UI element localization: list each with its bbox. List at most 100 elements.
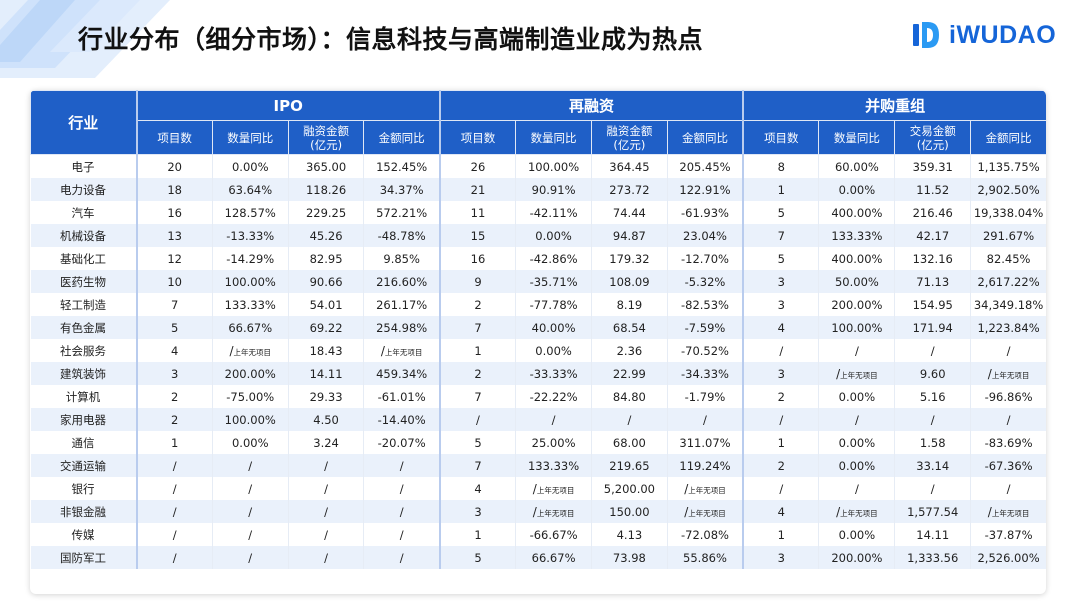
table-cell: 1 xyxy=(743,178,820,201)
table-cell: -72.08% xyxy=(667,523,745,546)
table-cell: 60.00% xyxy=(818,154,896,178)
table-cell: 205.45% xyxy=(667,154,745,178)
table-cell: 10 xyxy=(136,270,213,293)
table-cell: 219.65 xyxy=(591,454,668,477)
table-row: 有色金属 5 66.67% 69.22 254.98% 7 40.00% 68.54 -7.59… xyxy=(30,316,1046,339)
table-row: 交通运输 / / //7 133.33% 219.65 119.24% 2 0.00% 33.14… xyxy=(30,454,1046,477)
subheader: 项目数 xyxy=(742,120,820,155)
table-cell: / xyxy=(363,500,441,523)
subheader: 数量同比 xyxy=(818,120,896,155)
table-cell: / xyxy=(288,477,365,500)
table-row: 通信 1 0.00% 3.24 -20.07% 5 25.00% 68.00 311.07% 1 0… xyxy=(30,431,1046,454)
table-cell: 21 xyxy=(439,178,517,201)
table-cell: /上年无项目 xyxy=(667,500,745,523)
table-cell: / xyxy=(136,500,213,523)
table-cell: 1,223.84% xyxy=(970,316,1046,339)
table-cell: 364.45 xyxy=(591,154,668,178)
table-cell: / xyxy=(363,523,441,546)
industry-name: 社会服务 xyxy=(30,339,138,362)
table-cell: 90.91% xyxy=(515,178,592,201)
table-cell: 4.13 xyxy=(591,523,668,546)
brand-logo: iWUDAO xyxy=(913,18,1056,52)
table-cell: 2 xyxy=(743,385,820,408)
table-cell: 133.33% xyxy=(515,454,592,477)
table-row: 国防军工 / / //5 66.67% 73.98 55.86% 3 200.00% 1,333.… xyxy=(30,546,1046,569)
table-cell: /上年无项目 xyxy=(970,362,1046,385)
table-cell: / xyxy=(894,408,972,431)
table-cell: / xyxy=(743,408,820,431)
table-cell: 40.00% xyxy=(515,316,592,339)
table-cell: 5 xyxy=(439,431,517,454)
industry-name: 有色金属 xyxy=(30,316,138,339)
table-cell: 122.91% xyxy=(667,178,745,201)
table-cell: -70.52% xyxy=(667,339,745,362)
wudao-logo-icon xyxy=(913,22,939,48)
table-cell: 400.00% xyxy=(818,247,896,270)
table-cell: 1,135.75% xyxy=(970,154,1046,178)
table-cell: 74.44 xyxy=(591,201,668,224)
table-row: 医药生物 10 100.00% 90.66 216.60% 9 -35.71% 108.09-… xyxy=(30,270,1046,293)
table-cell: 572.21% xyxy=(363,201,441,224)
table-cell: 14.11 xyxy=(288,362,365,385)
table-cell: 0.00% xyxy=(818,523,896,546)
table-cell: -7.59% xyxy=(667,316,745,339)
subheader: 金额同比 xyxy=(970,120,1046,155)
table-cell: / xyxy=(212,477,289,500)
table-cell: 69.22 xyxy=(288,316,365,339)
table-cell: 19,338.04% xyxy=(970,201,1046,224)
table-row: 银行 / / //4/上年无项目 5,200.00/上年无项目 / / / / xyxy=(30,477,1046,500)
header-industry: 行业 xyxy=(30,90,138,155)
table-cell: /上年无项目 xyxy=(818,500,896,523)
industry-name: 电子 xyxy=(30,154,138,178)
table-cell: / xyxy=(818,339,896,362)
table-cell: 7 xyxy=(743,224,820,247)
table-cell: 16 xyxy=(439,247,517,270)
table-cell: 3 xyxy=(439,500,517,523)
table-cell: 82.95 xyxy=(288,247,365,270)
table-cell: 2 xyxy=(136,408,213,431)
industry-name: 医药生物 xyxy=(30,270,138,293)
table-cell: 22.99 xyxy=(591,362,668,385)
table-cell: 20 xyxy=(136,154,213,178)
table-cell: 15 xyxy=(439,224,517,247)
table-cell: 3.24 xyxy=(288,431,365,454)
table-cell: 2,526.00% xyxy=(970,546,1046,569)
table-cell: 29.33 xyxy=(288,385,365,408)
table-cell: -75.00% xyxy=(212,385,289,408)
table-cell: 150.00 xyxy=(591,500,668,523)
subheader: 数量同比 xyxy=(515,120,592,155)
table-cell: / xyxy=(288,454,365,477)
table-cell: 1.58 xyxy=(894,431,972,454)
table-cell: 8 xyxy=(743,154,820,178)
table-cell: 0.00% xyxy=(212,154,289,178)
table-cell: 7 xyxy=(439,385,517,408)
table-cell: -22.22% xyxy=(515,385,592,408)
table-cell: /上年无项目 xyxy=(515,477,592,500)
table-cell: /上年无项目 xyxy=(667,477,745,500)
table-cell: 13 xyxy=(136,224,213,247)
table-cell: 11.52 xyxy=(894,178,972,201)
table-cell: -42.86% xyxy=(515,247,592,270)
table-cell: / xyxy=(212,546,289,569)
table-cell: / xyxy=(212,523,289,546)
table-cell: 400.00% xyxy=(818,201,896,224)
subheader: 项目数 xyxy=(439,120,517,155)
table-cell: 26 xyxy=(439,154,517,178)
table-cell: 54.01 xyxy=(288,293,365,316)
table-cell: 261.17% xyxy=(363,293,441,316)
industry-table-container: 行业 IPO 再融资 并购重组 项目数 数量同比 融资金额 (亿元) 金额同比 项目数 数量同比 融资… xyxy=(30,90,1046,594)
table-cell: 25.00% xyxy=(515,431,592,454)
table-cell: 3 xyxy=(136,362,213,385)
table-cell: 200.00% xyxy=(212,362,289,385)
table-cell: -82.53% xyxy=(667,293,745,316)
table-row: 计算机 2 -75.00% 29.33 -61.01% 7 -22.22% 84.80 -1.7… xyxy=(30,385,1046,408)
table-cell: / xyxy=(136,477,213,500)
table-row: 家用电器 2 100.00% 4.50 -14.40% / / / / / / / / xyxy=(30,408,1046,431)
table-cell: / xyxy=(288,523,365,546)
table-cell: / xyxy=(894,477,972,500)
table-cell: -48.78% xyxy=(363,224,441,247)
table-cell: 63.64% xyxy=(212,178,289,201)
table-cell: / xyxy=(743,339,820,362)
table-cell: -77.78% xyxy=(515,293,592,316)
table-cell: 71.13 xyxy=(894,270,972,293)
